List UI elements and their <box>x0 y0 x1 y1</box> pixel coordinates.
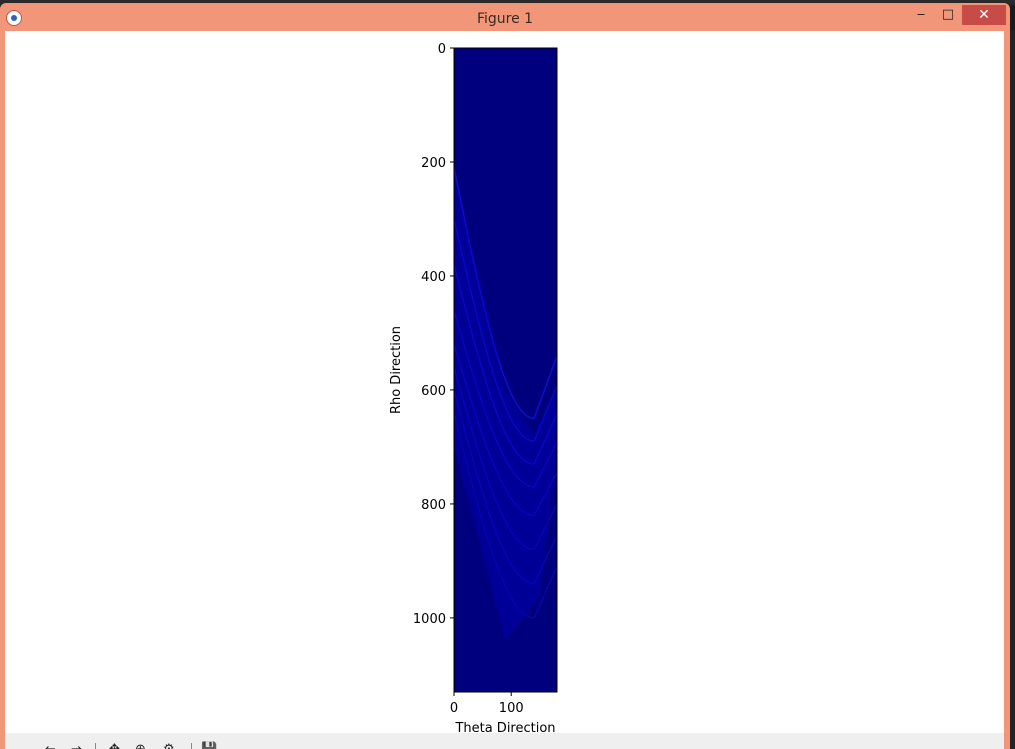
forward-icon[interactable]: → <box>71 742 82 749</box>
navigation-toolbar: ← → ✥ ⊕ ⚙ 💾 <box>5 733 1004 749</box>
figure-canvas[interactable]: 0 200 400 600 800 1000 0 100 Theta Direction Rho … <box>5 31 1004 736</box>
toolbar-separator <box>191 743 192 749</box>
x-axis-label: Theta Direction <box>454 721 555 733</box>
y-tick-label-800: 800 <box>421 498 446 513</box>
window-title: Figure 1 <box>476 11 534 27</box>
heatmap-background <box>454 48 557 692</box>
maximize-button[interactable]: □ <box>941 7 955 22</box>
back-icon[interactable]: ← <box>45 742 56 749</box>
x-tick-label-0: 0 <box>450 701 458 716</box>
axes-frame <box>453 47 558 693</box>
y-tick-label-400: 400 <box>421 270 446 285</box>
hough-band-1 <box>453 218 558 442</box>
pan-icon[interactable]: ✥ <box>109 742 120 749</box>
hough-plot: 0 200 400 600 800 1000 0 100 Theta Direction Rho … <box>389 42 558 736</box>
title-bar[interactable]: Figure 1 ‒ □ ✕ <box>0 3 1010 34</box>
hough-band-5 <box>453 367 558 551</box>
hough-density-region <box>454 173 557 641</box>
hough-band-2 <box>453 264 558 465</box>
background-strip <box>0 0 1015 5</box>
hough-band-0 <box>453 167 558 420</box>
hough-band-3 <box>453 310 558 488</box>
desktop-edge <box>1010 30 1015 749</box>
hough-band-4 <box>453 344 558 516</box>
hough-band-6 <box>453 389 558 585</box>
save-icon[interactable]: 💾 <box>201 742 217 749</box>
x-tick-label-100: 100 <box>499 701 524 716</box>
hough-band-7 <box>453 412 558 619</box>
close-button[interactable]: ✕ <box>962 5 1006 25</box>
y-tick-label-200: 200 <box>421 156 446 171</box>
minimize-button[interactable]: ‒ <box>916 7 926 22</box>
y-tick-label-1000: 1000 <box>413 612 446 627</box>
y-axis-label: Rho Direction <box>389 326 404 414</box>
toolbar-separator <box>95 743 96 749</box>
zoom-icon[interactable]: ⊕ <box>135 742 146 749</box>
y-tick-label-600: 600 <box>421 384 446 399</box>
y-tick-label-0: 0 <box>438 42 446 57</box>
app-icon <box>6 10 22 26</box>
configure-icon[interactable]: ⚙ <box>163 742 175 749</box>
